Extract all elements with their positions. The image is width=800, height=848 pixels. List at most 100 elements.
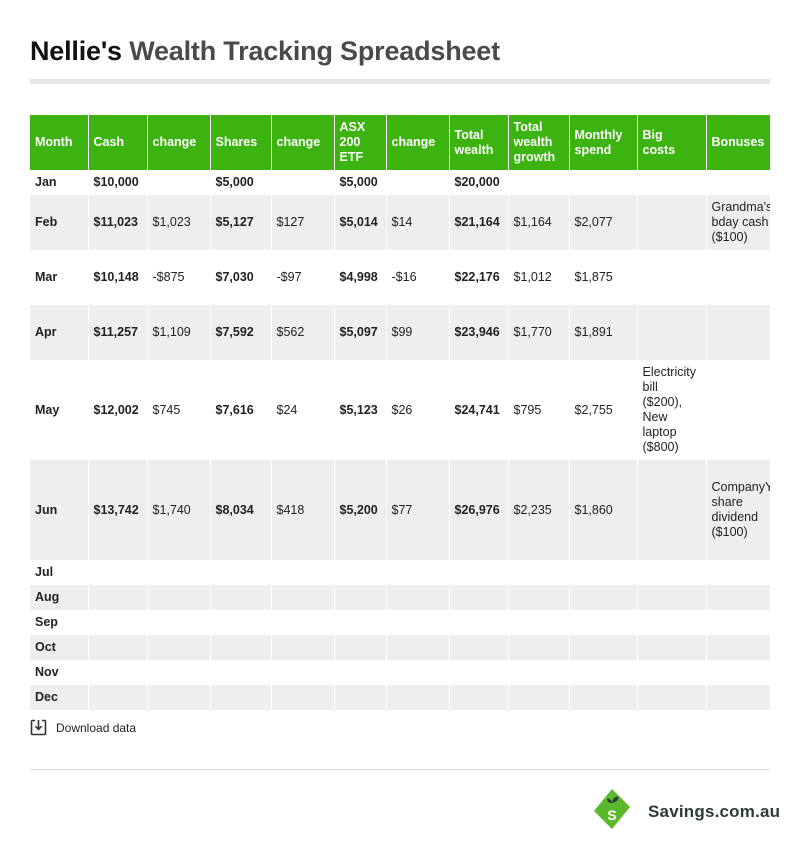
table-cell <box>334 660 387 685</box>
table-cell <box>637 170 707 195</box>
table-cell <box>449 660 509 685</box>
table-row: Jan $10,000 $5,000 $5,000 $20,000 <box>30 170 770 195</box>
table-cell <box>271 660 335 685</box>
table-cell: $11,257 <box>88 305 148 360</box>
table-cell <box>569 635 638 660</box>
table-cell: $24 <box>271 360 335 460</box>
table-cell <box>706 305 770 360</box>
table-cell <box>210 585 272 610</box>
table-cell <box>271 685 335 710</box>
table-cell: -$97 <box>271 250 335 305</box>
month-cell: Sep <box>30 610 89 635</box>
savings-leaf-logo-icon: S <box>590 787 634 836</box>
month-cell: Mar <box>30 250 89 305</box>
table-cell <box>637 305 707 360</box>
table-cell: $1,891 <box>569 305 638 360</box>
table-cell <box>449 560 509 585</box>
table-cell <box>508 560 570 585</box>
table-cell <box>637 585 707 610</box>
download-data-button[interactable]: Download data <box>30 719 136 736</box>
table-cell <box>386 635 450 660</box>
table-cell: $5,200 <box>334 460 387 560</box>
month-cell: Dec <box>30 685 89 710</box>
table-cell: $26,976 <box>449 460 509 560</box>
download-data-label: Download data <box>56 720 137 735</box>
table-cell: $99 <box>386 305 450 360</box>
table-cell <box>147 685 211 710</box>
table-cell: $1,164 <box>508 195 570 250</box>
column-header: change <box>386 115 450 170</box>
table-cell <box>706 685 770 710</box>
table-cell: $1,023 <box>147 195 211 250</box>
table-cell <box>569 685 638 710</box>
table-cell <box>508 170 570 195</box>
table-cell <box>706 250 770 305</box>
brand-logo[interactable]: S Savings.com.au <box>590 787 780 836</box>
table-cell: $10,000 <box>88 170 148 195</box>
table-cell <box>147 170 211 195</box>
table-cell: $1,875 <box>569 250 638 305</box>
table-cell: $12,002 <box>88 360 148 460</box>
table-cell <box>88 610 148 635</box>
table-cell <box>210 560 272 585</box>
table-cell <box>706 360 770 460</box>
table-cell: $26 <box>386 360 450 460</box>
table-cell <box>210 610 272 635</box>
table-cell <box>569 560 638 585</box>
table-row: Oct <box>30 635 770 660</box>
table-row: Jul <box>30 560 770 585</box>
column-header: Big costs <box>637 115 707 170</box>
table-row: Sep <box>30 610 770 635</box>
table-cell: $7,030 <box>210 250 272 305</box>
table-cell <box>508 685 570 710</box>
table-row: May $12,002 $745 $7,616 $24 $5,123 $26 $24,741 $… <box>30 360 770 460</box>
table-cell <box>508 585 570 610</box>
table-cell <box>386 610 450 635</box>
table-cell: $795 <box>508 360 570 460</box>
table-cell <box>88 635 148 660</box>
table-cell <box>147 660 211 685</box>
table-row: Dec <box>30 685 770 710</box>
table-cell <box>210 685 272 710</box>
table-cell <box>88 685 148 710</box>
table-cell: $5,000 <box>334 170 387 195</box>
table-cell <box>706 585 770 610</box>
table-cell <box>706 560 770 585</box>
table-cell <box>386 685 450 710</box>
table-cell: $77 <box>386 460 450 560</box>
table-cell: $2,235 <box>508 460 570 560</box>
table-cell: $7,616 <box>210 360 272 460</box>
column-header: Bonuses <box>706 115 770 170</box>
table-row: Feb $11,023 $1,023 $5,127 $127 $5,014 $14 $21,1… <box>30 195 770 250</box>
table-cell <box>271 610 335 635</box>
logo-letter: S <box>607 807 616 823</box>
table-cell <box>334 610 387 635</box>
column-header: ASX 200 ETF <box>334 115 387 170</box>
table-row: Apr $11,257 $1,109 $7,592 $562 $5,097 $99 $23,9… <box>30 305 770 360</box>
table-cell: $1,860 <box>569 460 638 560</box>
table-cell <box>88 660 148 685</box>
table-row: Nov <box>30 660 770 685</box>
table-cell <box>271 170 335 195</box>
table-cell: $21,164 <box>449 195 509 250</box>
page-title: Nellie's Wealth Tracking Spreadsheet <box>30 36 500 67</box>
table-container: Month Cash change Shares change ASX 200 ETF ch… <box>30 115 770 710</box>
table-cell: Electricity bill ($200), New laptop ($80… <box>637 360 707 460</box>
table-cell: $418 <box>271 460 335 560</box>
table-cell <box>637 660 707 685</box>
month-cell: Jul <box>30 560 89 585</box>
table-cell <box>88 585 148 610</box>
table-cell: $1,109 <box>147 305 211 360</box>
table-cell: $5,000 <box>210 170 272 195</box>
table-cell <box>386 585 450 610</box>
table-cell: $5,014 <box>334 195 387 250</box>
table-cell <box>637 460 707 560</box>
month-cell: Oct <box>30 635 89 660</box>
table-cell <box>147 560 211 585</box>
table-cell <box>386 170 450 195</box>
table-cell <box>706 635 770 660</box>
table-cell <box>637 635 707 660</box>
column-header: Total wealth growth <box>508 115 570 170</box>
column-header: change <box>271 115 335 170</box>
table-cell: $4,998 <box>334 250 387 305</box>
